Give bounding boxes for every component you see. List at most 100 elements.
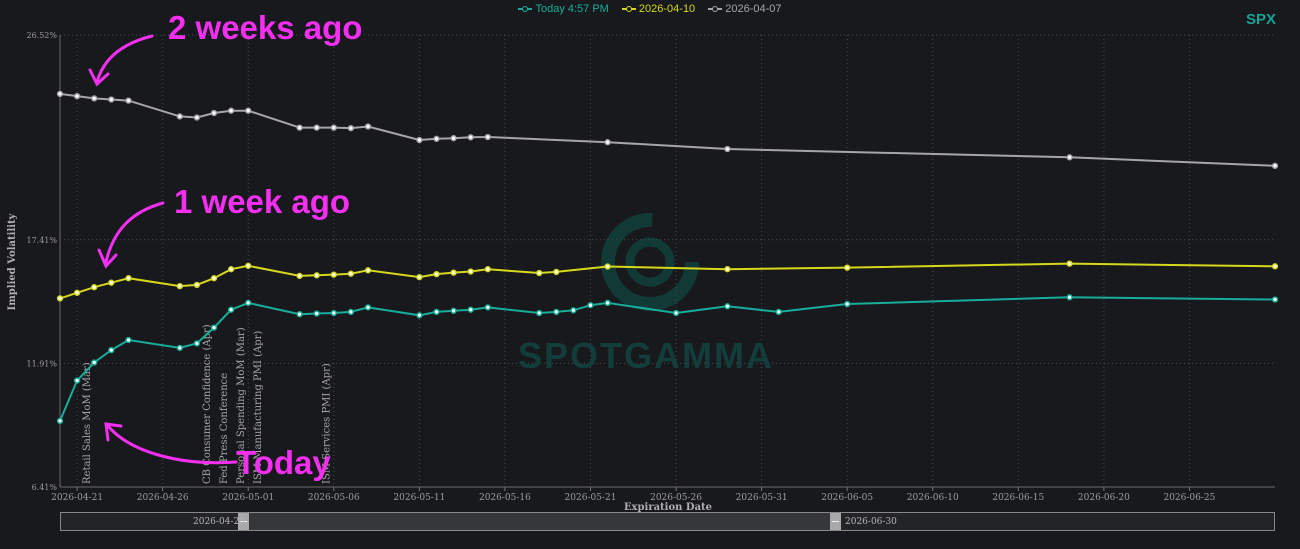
data-point	[416, 273, 423, 281]
data-point	[91, 95, 98, 102]
data-point	[330, 124, 337, 131]
data-point	[553, 308, 560, 316]
data-point	[347, 308, 355, 316]
data-point	[433, 270, 440, 278]
spotgamma-logo-icon	[601, 213, 699, 311]
line-marker-icon	[621, 5, 636, 13]
data-point	[484, 266, 491, 273]
y-tick-label: 26.52%	[26, 31, 57, 40]
data-point	[844, 264, 851, 271]
y-tick-label: 11.91%	[26, 359, 57, 368]
legend: Today 4:57 PM 2026-04-10 2026-04-07	[0, 3, 1300, 16]
data-point	[433, 135, 440, 142]
arrow-1-week-icon	[104, 201, 165, 264]
annotation-today: Today	[236, 444, 331, 481]
x-tick-label: 2026-05-06	[308, 493, 360, 503]
event-label: CB Consumer Confidence (Apr)	[202, 324, 213, 484]
data-point	[296, 311, 303, 318]
data-point	[125, 336, 132, 344]
data-point	[724, 145, 731, 153]
data-point	[1271, 263, 1279, 270]
data-point	[724, 266, 731, 273]
data-point	[467, 268, 474, 275]
legend-item-today[interactable]: Today 4:57 PM	[518, 3, 609, 15]
x-tick-label: 2026-04-21	[51, 493, 103, 503]
series-layer	[56, 90, 1279, 425]
data-point	[553, 268, 560, 276]
data-point	[176, 282, 183, 290]
line-marker-icon	[708, 5, 723, 13]
data-point	[416, 136, 423, 144]
data-point	[73, 289, 81, 296]
legend-item-2026-04-10[interactable]: 2026-04-10	[621, 3, 695, 15]
data-point	[536, 309, 543, 317]
data-point	[467, 134, 474, 141]
data-point	[347, 270, 355, 277]
data-point	[433, 308, 440, 316]
x-tick-label: 2026-05-01	[222, 493, 274, 503]
legend-item-2026-04-07[interactable]: 2026-04-07	[708, 3, 782, 15]
arrowhead-2-weeks-icon	[88, 68, 110, 87]
data-point	[347, 124, 355, 132]
arrowhead-1-week-icon	[97, 248, 118, 269]
x-tick-label: 2026-05-26	[650, 493, 702, 503]
navigator-right-handle[interactable]	[830, 513, 841, 530]
event-label: Fed Press Conference	[219, 373, 230, 484]
x-tick-label: 2026-05-21	[565, 493, 617, 503]
event-label: ISM Services PMI (Apr)	[322, 363, 333, 484]
navigator-left-handle[interactable]	[238, 513, 249, 530]
data-point	[604, 263, 611, 270]
data-point	[313, 310, 320, 317]
range-navigator[interactable]: 2026-04-20 2026-06-30	[60, 512, 1275, 531]
arrow-2-weeks-icon	[95, 34, 154, 84]
data-point	[330, 271, 337, 278]
x-tick-label: 2026-06-25	[1163, 493, 1215, 503]
annotation-2-weeks: 2 weeks ago	[168, 9, 363, 46]
data-point	[125, 275, 132, 282]
legend-label: Today 4:57 PM	[535, 3, 609, 15]
y-tick-label: 17.41%	[26, 236, 57, 245]
data-point	[1066, 154, 1073, 161]
data-point	[176, 344, 183, 352]
data-point	[1066, 260, 1073, 267]
data-point	[364, 267, 372, 274]
event-label: Personal Spending MoM (Mar)	[236, 327, 247, 484]
arrow-today-icon	[106, 424, 238, 465]
data-point	[73, 92, 81, 100]
x-tick-label: 2026-06-15	[992, 493, 1044, 503]
data-point	[724, 303, 731, 310]
data-point	[844, 300, 851, 308]
data-point	[604, 139, 611, 146]
data-point	[193, 281, 201, 289]
data-point	[313, 272, 320, 279]
data-point	[672, 309, 680, 317]
arrowhead-today-icon	[104, 422, 123, 442]
legend-label: 2026-04-07	[725, 3, 782, 15]
data-point	[56, 417, 64, 425]
data-point	[245, 107, 252, 114]
data-point	[536, 269, 543, 277]
data-point	[108, 96, 115, 103]
data-point	[210, 275, 218, 282]
data-point	[56, 295, 64, 302]
x-tick-label: 2026-06-10	[907, 493, 959, 503]
data-point	[245, 299, 252, 307]
watermark-text: SPOTGAMMA	[518, 335, 774, 376]
x-tick-label: 2026-06-05	[821, 493, 873, 503]
navigator-start-label: 2026-04-20	[193, 517, 245, 527]
navigator-selected-range[interactable]	[244, 513, 836, 530]
annotation-arrows	[88, 34, 238, 465]
data-point	[227, 306, 235, 313]
data-point	[108, 279, 115, 286]
x-tick-label: 2026-04-26	[137, 493, 189, 503]
line-marker-icon	[518, 5, 533, 13]
data-point	[210, 324, 218, 331]
event-label: Retail Sales MoM (Mar)	[82, 362, 93, 484]
event-label: ISM Manufacturing PMI (Apr)	[253, 331, 264, 484]
data-point	[484, 304, 491, 311]
data-point	[227, 266, 235, 273]
x-tick-label: 2026-05-11	[393, 493, 445, 503]
axes: 2026-04-21 2026-04-26 2026-05-01 2026-05-06…	[26, 31, 1275, 503]
data-point	[313, 124, 320, 131]
